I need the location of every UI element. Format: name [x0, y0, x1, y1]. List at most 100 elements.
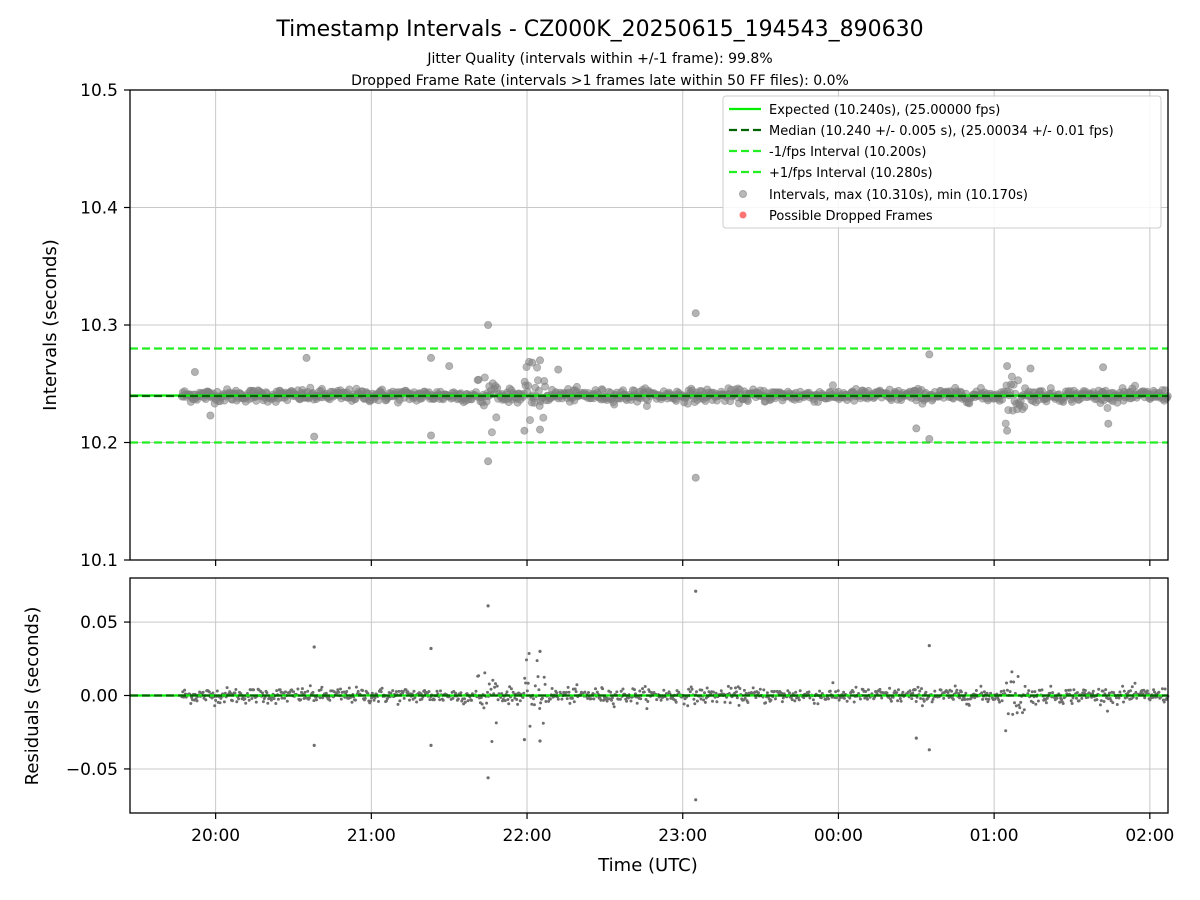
residual-point [1014, 704, 1018, 708]
residual-point [337, 690, 341, 694]
residual-point [385, 699, 388, 703]
residual-point [274, 702, 278, 705]
residual-point [851, 690, 855, 694]
residual-point [306, 689, 310, 693]
interval-point [487, 428, 496, 437]
residual-point [1015, 711, 1019, 715]
residual-point [880, 696, 884, 700]
residual-point [612, 705, 616, 709]
residual-point [373, 696, 377, 700]
residual-point [583, 690, 587, 694]
residual-point [790, 698, 794, 702]
residual-point [836, 689, 840, 693]
residual-point [974, 689, 978, 692]
legend-item-dropped: Possible Dropped Frames [739, 209, 933, 224]
residual-point [619, 689, 623, 693]
residual-point [361, 689, 365, 692]
residual-point [516, 702, 520, 706]
residual-point [339, 697, 343, 701]
residual-point [567, 690, 571, 694]
residual-point [540, 696, 544, 700]
residual-point [480, 702, 484, 706]
residual-point [401, 690, 405, 694]
residual-point [589, 697, 593, 701]
legend-item-minus-fps: -1/fps Interval (10.200s) [729, 145, 926, 160]
residual-point [1098, 703, 1102, 707]
residual-point [1016, 675, 1020, 678]
interval-outlier-point [528, 358, 537, 367]
residual-point [1133, 681, 1137, 685]
residual-point [389, 691, 393, 695]
residual-point [987, 697, 991, 701]
residual-point [548, 697, 552, 701]
residual-point [946, 691, 950, 695]
residual-point [537, 688, 541, 692]
residual-point [218, 701, 222, 705]
residual-point [831, 681, 835, 685]
residual-point [811, 698, 815, 702]
residual-point [207, 690, 211, 694]
residual-point [818, 689, 822, 693]
residual-point [1069, 699, 1073, 703]
residual-point [482, 706, 486, 710]
residual-point [633, 688, 636, 692]
residual-point [812, 701, 816, 705]
residual-point [982, 690, 986, 694]
residual-point [898, 697, 902, 700]
residual-point [261, 700, 265, 704]
residual-point [1112, 691, 1116, 695]
residual-point [695, 690, 698, 694]
interval-point [533, 363, 542, 372]
residual-point [913, 688, 917, 692]
residual-point [292, 690, 295, 694]
residual-point [964, 691, 968, 695]
residual-point [726, 684, 730, 688]
residual-outlier-point [429, 646, 433, 651]
residual-point [539, 701, 543, 705]
residual-point [609, 690, 613, 694]
residual-outlier-point [538, 739, 542, 743]
interval-outlier-point [190, 367, 199, 376]
residual-point [1108, 697, 1112, 700]
residual-point [441, 698, 445, 702]
residual-point [1008, 690, 1012, 694]
residual-point [1111, 701, 1115, 705]
residual-point [1163, 687, 1167, 691]
residual-point [950, 689, 954, 693]
interval-point [610, 400, 619, 409]
residual-point [572, 700, 576, 704]
residual-point [493, 685, 497, 689]
residual-point [773, 689, 776, 693]
x-tick-label: 00:00 [814, 826, 863, 846]
residual-point [491, 678, 495, 682]
residual-point [930, 700, 934, 704]
residual-point [1012, 680, 1016, 684]
residual-point [854, 685, 858, 689]
residual-point [245, 692, 249, 695]
residual-point [508, 685, 512, 689]
residual-point [958, 696, 962, 700]
residual-point [659, 698, 663, 702]
residual-point [428, 698, 432, 702]
residual-point [319, 688, 323, 692]
residual-outlier-point [538, 649, 542, 654]
residual-point [807, 690, 811, 694]
residual-point [980, 691, 984, 695]
residual-point [499, 695, 503, 699]
residual-point [284, 690, 287, 694]
residual-point [332, 690, 336, 694]
residual-point [963, 698, 967, 701]
interval-point [534, 386, 543, 395]
residual-point [1097, 687, 1101, 691]
residual-outlier-point [927, 644, 931, 648]
intervals-y-tick-label: 10.1 [80, 551, 118, 571]
interval-outlier-point [554, 365, 563, 374]
residual-point [1135, 696, 1139, 700]
residual-point [280, 696, 284, 700]
residual-point [1122, 689, 1126, 693]
interval-point [1007, 372, 1016, 381]
residual-point [951, 697, 955, 701]
residual-point [500, 692, 504, 696]
residual-point [1122, 700, 1125, 704]
residual-point [1017, 703, 1021, 707]
